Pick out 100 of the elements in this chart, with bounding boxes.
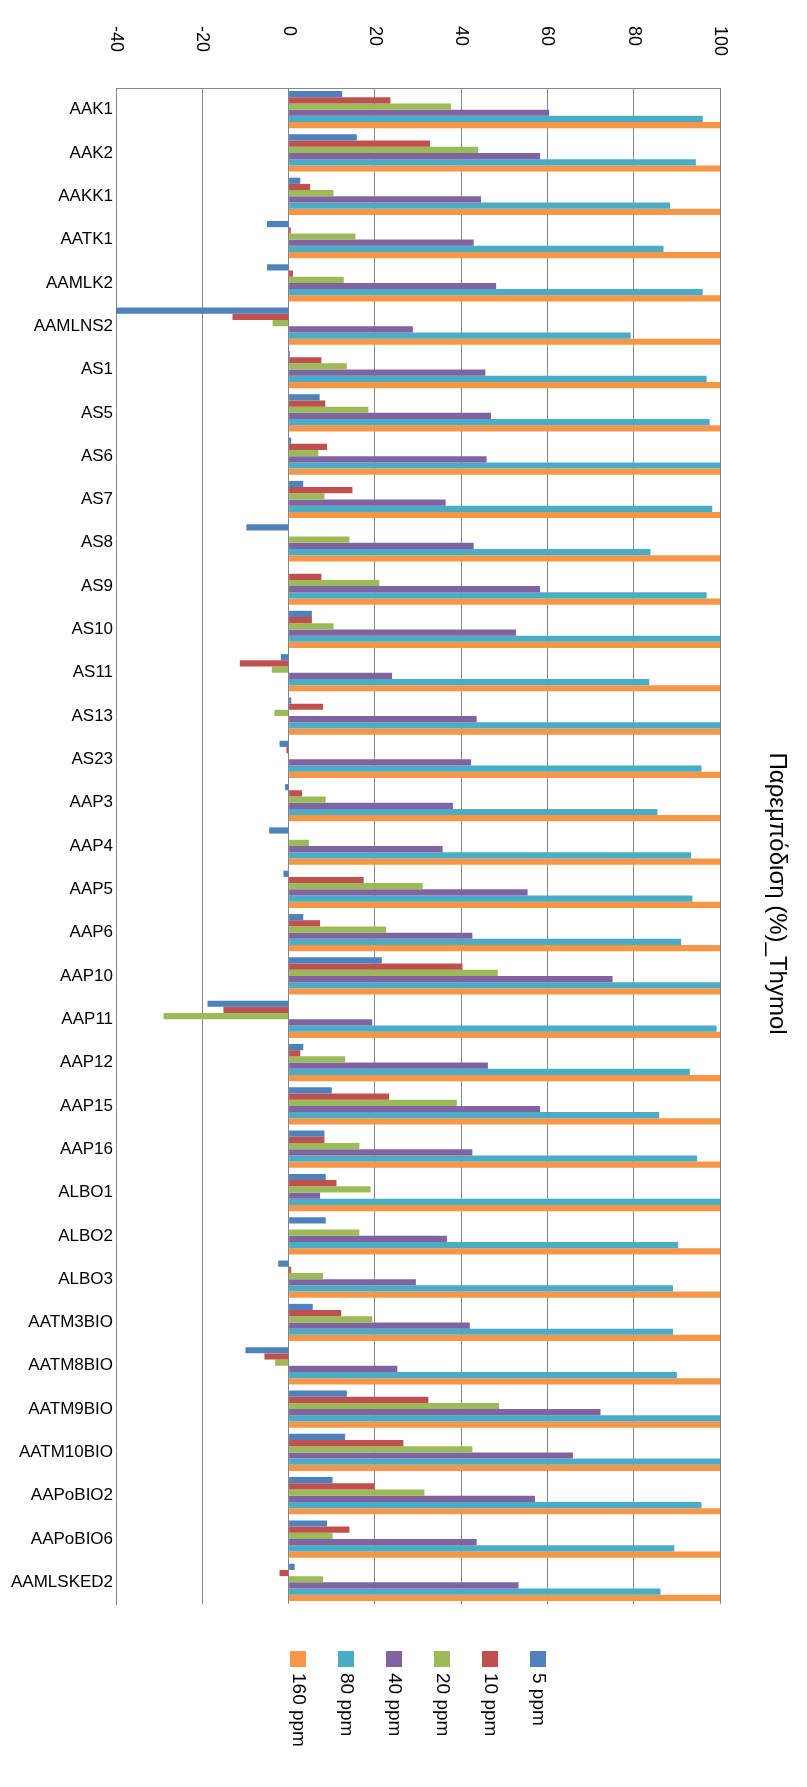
bar xyxy=(289,1198,720,1205)
bar xyxy=(289,1142,360,1150)
y-tick-label: AS23 xyxy=(71,749,114,769)
bar xyxy=(289,115,703,123)
bar xyxy=(289,332,631,339)
bar xyxy=(289,1316,373,1323)
y-tick-label: AAP11 xyxy=(61,1008,114,1028)
bar xyxy=(289,487,353,494)
bar xyxy=(289,876,364,884)
legend-label: 5 ppm xyxy=(528,1673,550,1726)
bar xyxy=(289,1062,488,1069)
bar xyxy=(289,1229,360,1236)
bar xyxy=(289,1285,673,1292)
bar xyxy=(289,152,541,160)
bar xyxy=(289,1043,304,1051)
bar xyxy=(289,276,344,283)
bar xyxy=(279,740,289,747)
bar xyxy=(289,369,486,376)
bar xyxy=(289,252,720,259)
bar xyxy=(289,982,720,989)
bar xyxy=(289,1235,447,1243)
y-tick-label: AAP16 xyxy=(60,1138,114,1158)
y-tick-label: AS8 xyxy=(80,532,114,552)
bar xyxy=(289,1576,324,1583)
bar xyxy=(289,419,710,426)
bar xyxy=(289,1501,702,1509)
x-tick-label: 0 xyxy=(279,26,300,37)
bar xyxy=(289,1099,457,1106)
bar xyxy=(289,394,320,401)
bar xyxy=(289,1050,301,1057)
bar xyxy=(289,722,720,729)
bar xyxy=(289,1322,470,1329)
y-tick-label: AAKK1 xyxy=(58,185,114,205)
bar xyxy=(269,827,289,834)
bar xyxy=(289,703,324,710)
bar xyxy=(289,499,446,506)
bar xyxy=(289,808,658,816)
bar xyxy=(289,883,423,890)
bar xyxy=(289,846,443,853)
bar xyxy=(289,945,720,952)
bar xyxy=(289,1452,573,1459)
y-tick-label: AS11 xyxy=(72,662,114,682)
bar xyxy=(289,1186,371,1193)
legend-label: 40 ppm xyxy=(384,1673,406,1737)
bar xyxy=(289,536,350,543)
bar xyxy=(289,635,720,642)
y-tick-label: AATM10BIO xyxy=(18,1442,114,1462)
bar xyxy=(289,1192,321,1199)
bar xyxy=(264,1353,289,1360)
bar xyxy=(289,190,334,197)
y-tick-label: AAMLNS2 xyxy=(33,315,114,335)
bar xyxy=(289,542,474,550)
bar xyxy=(289,858,720,865)
x-tick-label: 80 xyxy=(624,26,645,47)
bar xyxy=(289,765,702,772)
bar xyxy=(289,165,720,172)
bar xyxy=(289,1031,720,1038)
bar xyxy=(289,511,720,519)
bar xyxy=(289,140,431,147)
bar xyxy=(289,555,720,562)
bar xyxy=(289,1155,698,1162)
bar xyxy=(289,1056,346,1063)
bar xyxy=(289,1242,679,1249)
bar xyxy=(289,289,703,296)
bar xyxy=(289,239,474,246)
y-tick-label: AS10 xyxy=(71,619,114,639)
bar xyxy=(289,1495,535,1502)
bar xyxy=(289,1396,429,1403)
bar xyxy=(289,901,720,908)
bar xyxy=(289,357,322,364)
bar xyxy=(289,1180,337,1187)
bar xyxy=(289,1508,720,1515)
bar xyxy=(289,1310,342,1317)
y-tick-label: AAP10 xyxy=(60,965,114,985)
bar xyxy=(289,610,312,618)
bar xyxy=(285,784,289,791)
bar xyxy=(289,338,720,345)
bar xyxy=(289,586,541,593)
bar xyxy=(289,425,720,432)
bar xyxy=(289,1272,324,1280)
bar xyxy=(289,1433,346,1440)
bar xyxy=(289,1105,541,1113)
y-tick-label: AS6 xyxy=(80,445,114,465)
bar xyxy=(289,1464,720,1472)
y-tick-label: ALBO3 xyxy=(58,1268,114,1288)
bar xyxy=(289,270,293,277)
bar xyxy=(289,183,311,191)
bar xyxy=(278,1260,289,1267)
x-tick-label: 100 xyxy=(711,26,732,57)
bar xyxy=(289,672,393,679)
bar xyxy=(289,122,720,129)
bar xyxy=(271,666,289,673)
bar xyxy=(272,320,289,327)
bar xyxy=(289,802,453,809)
bar xyxy=(289,1563,295,1570)
bar xyxy=(289,480,304,488)
bar xyxy=(289,1446,473,1453)
bar xyxy=(289,1149,473,1156)
bar xyxy=(289,1439,404,1447)
y-tick-label: AATM3BIO xyxy=(28,1312,114,1332)
